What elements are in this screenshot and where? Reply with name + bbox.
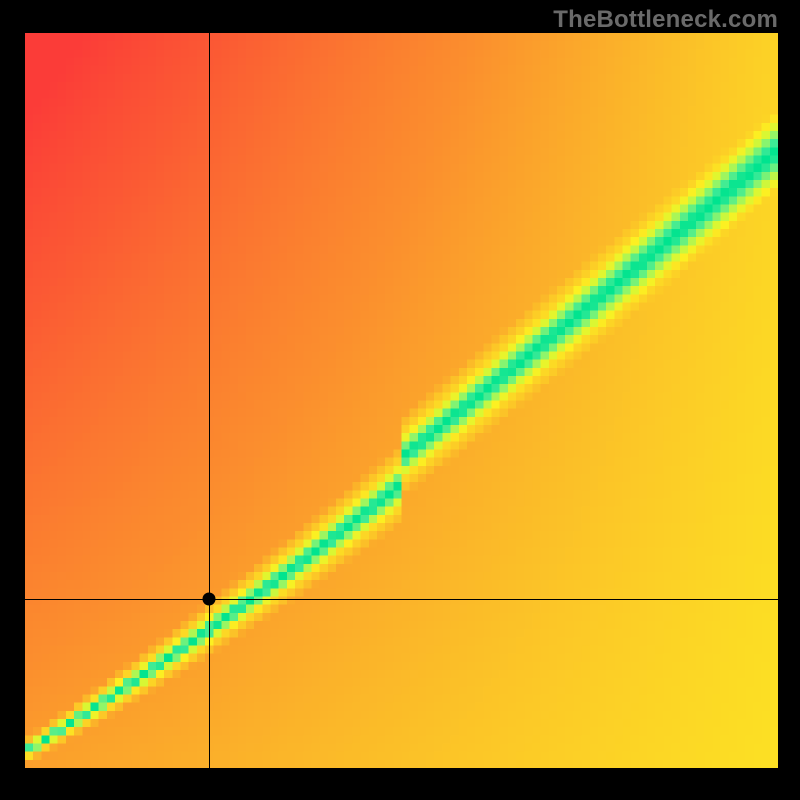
crosshair-marker [203, 592, 216, 605]
heatmap-plot [25, 33, 778, 768]
watermark-text: TheBottleneck.com [553, 6, 778, 34]
crosshair-vertical [209, 33, 210, 768]
crosshair-horizontal [25, 599, 778, 600]
heatmap-canvas [25, 33, 778, 768]
